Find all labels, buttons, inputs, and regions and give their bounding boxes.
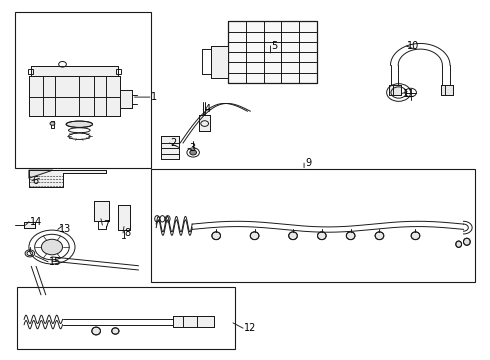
Ellipse shape xyxy=(212,232,220,240)
Bar xyxy=(31,66,118,76)
Bar xyxy=(50,121,54,128)
Text: 14: 14 xyxy=(30,217,42,227)
Polygon shape xyxy=(29,170,106,187)
Ellipse shape xyxy=(92,327,100,335)
Bar xyxy=(228,21,317,83)
Bar xyxy=(120,90,132,108)
Bar xyxy=(29,76,120,117)
Polygon shape xyxy=(29,170,53,178)
Circle shape xyxy=(41,239,63,255)
Text: 6: 6 xyxy=(33,176,39,186)
Bar xyxy=(211,46,228,78)
Bar xyxy=(441,85,453,95)
Bar xyxy=(29,76,120,117)
Text: 13: 13 xyxy=(59,224,71,234)
Bar xyxy=(199,115,210,131)
Bar xyxy=(173,316,214,328)
Text: 5: 5 xyxy=(271,41,278,51)
Bar xyxy=(31,66,118,76)
Bar xyxy=(228,21,317,83)
Circle shape xyxy=(50,122,55,125)
Bar xyxy=(28,69,33,74)
Text: 10: 10 xyxy=(407,41,419,51)
Bar xyxy=(94,201,109,221)
Bar xyxy=(441,85,453,95)
Ellipse shape xyxy=(289,232,297,240)
Text: 15: 15 xyxy=(49,257,61,267)
Ellipse shape xyxy=(456,241,462,247)
Ellipse shape xyxy=(112,328,119,334)
Bar xyxy=(389,85,401,95)
Ellipse shape xyxy=(318,232,326,240)
Ellipse shape xyxy=(346,232,355,240)
Bar xyxy=(17,287,235,348)
Text: 1: 1 xyxy=(151,92,157,102)
Bar xyxy=(118,206,130,230)
Bar xyxy=(161,136,179,159)
Bar xyxy=(161,136,179,159)
Ellipse shape xyxy=(66,121,93,127)
Text: 3: 3 xyxy=(189,143,195,153)
Bar xyxy=(24,222,35,228)
Bar xyxy=(118,206,130,230)
Bar xyxy=(199,115,210,131)
Bar xyxy=(389,85,401,95)
Ellipse shape xyxy=(375,232,384,240)
Text: 4: 4 xyxy=(204,104,210,114)
Bar xyxy=(151,170,475,282)
Bar xyxy=(116,69,121,74)
Bar xyxy=(15,12,151,168)
Bar xyxy=(94,201,109,221)
Bar xyxy=(211,46,228,78)
Text: 8: 8 xyxy=(124,228,130,238)
Ellipse shape xyxy=(250,232,259,240)
Bar xyxy=(120,90,132,108)
Text: 9: 9 xyxy=(305,158,311,168)
Text: 7: 7 xyxy=(103,220,110,230)
Bar xyxy=(24,222,35,228)
Text: 2: 2 xyxy=(171,138,177,148)
Circle shape xyxy=(190,150,196,155)
Ellipse shape xyxy=(411,232,420,240)
Text: 12: 12 xyxy=(244,323,256,333)
Text: 11: 11 xyxy=(402,89,415,99)
Ellipse shape xyxy=(464,238,470,245)
Bar xyxy=(173,316,214,328)
